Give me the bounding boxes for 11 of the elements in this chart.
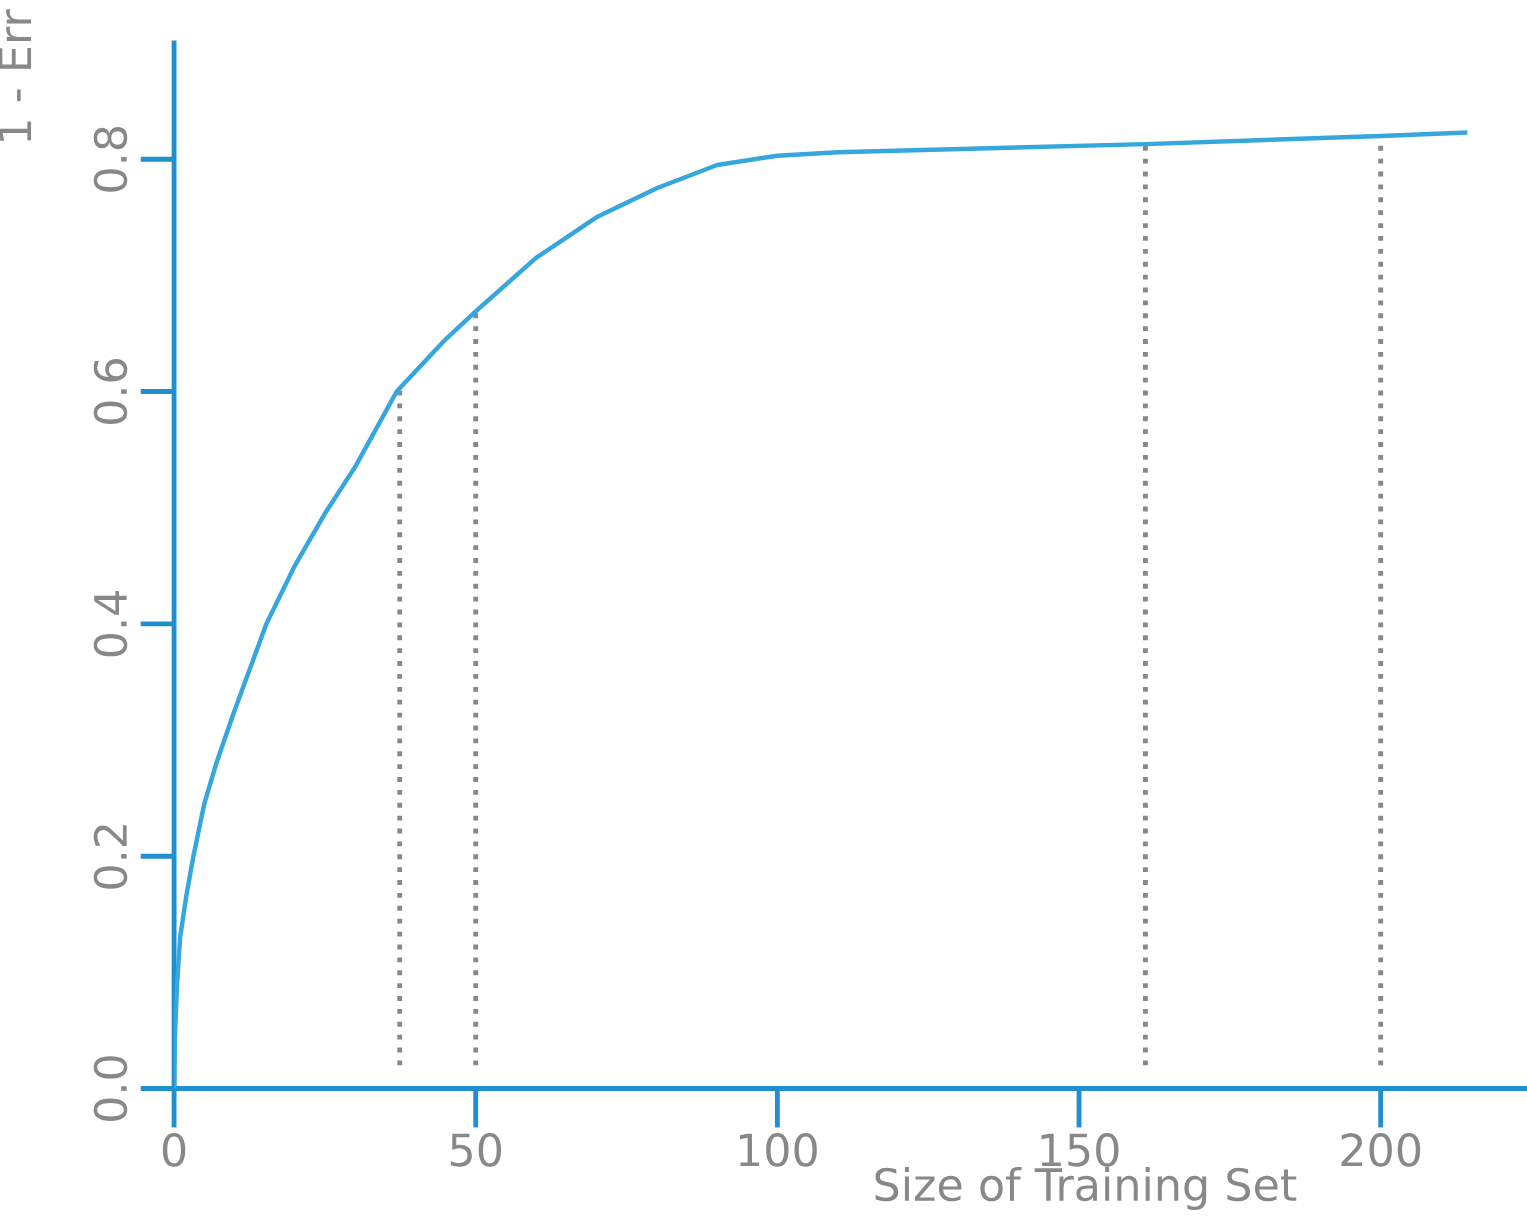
x-tick-label: 200 xyxy=(1341,1133,1421,1167)
y-tick-label: 0.2 xyxy=(93,825,128,889)
x-tick-label: 50 xyxy=(450,1133,502,1167)
x-tick-label: 0 xyxy=(162,1133,186,1167)
x-axis-title: Size of Training Set xyxy=(875,1166,1297,1210)
x-tick-label: 100 xyxy=(739,1133,817,1167)
y-tick-label: 0.4 xyxy=(93,591,128,657)
y-tick-label: 0.8 xyxy=(93,126,128,192)
y-tick-label: 0.6 xyxy=(93,359,128,424)
y-tick-label: 0.0 xyxy=(93,1056,128,1121)
x-tick-label: 150 xyxy=(1041,1133,1119,1167)
